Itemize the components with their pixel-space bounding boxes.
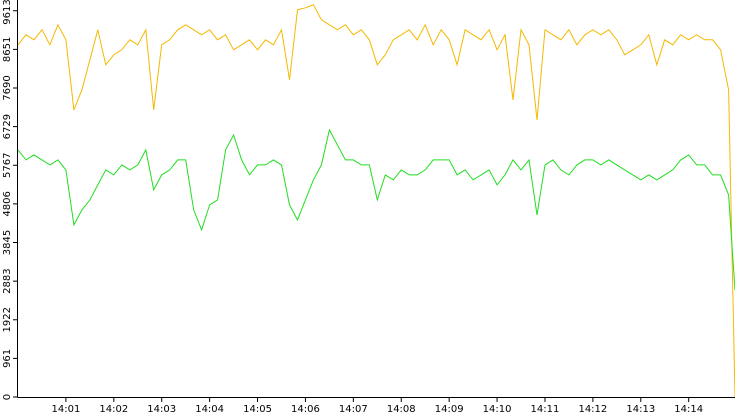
y-tick-label: 1922 [2, 307, 13, 332]
y-tick-label: 2883 [2, 268, 13, 293]
x-tick-label: 14:09 [435, 404, 464, 415]
y-tick-label: 6729 [2, 114, 13, 139]
x-tick-label: 14:13 [626, 404, 655, 415]
y-tick-label: 5767 [2, 153, 13, 178]
series-line [17, 4, 735, 398]
x-tick-label: 14:14 [674, 404, 703, 415]
y-tick-label: 8651 [2, 37, 13, 62]
y-tick-label: 7690 [2, 75, 13, 100]
x-tick-label: 14:11 [531, 404, 560, 415]
x-tick-label: 14:10 [483, 404, 512, 415]
x-tick-label: 14:06 [291, 404, 320, 415]
x-tick-label: 14:05 [243, 404, 272, 415]
x-tick-label: 14:03 [147, 404, 176, 415]
x-tick-label: 14:02 [99, 404, 128, 415]
y-tick-label: 3845 [2, 230, 13, 255]
x-tick-label: 14:01 [51, 404, 80, 415]
y-tick-label: 961 [2, 349, 13, 368]
series-line [17, 128, 735, 291]
x-tick-label: 14:04 [195, 404, 224, 415]
y-tick-label: 0 [2, 394, 13, 400]
y-tick-label: 9613 [2, 0, 13, 25]
x-tick-label: 14:08 [387, 404, 416, 415]
y-tick-label: 4806 [2, 191, 13, 216]
x-tick-label: 14:07 [339, 404, 368, 415]
x-tick-label: 14:12 [578, 404, 607, 415]
